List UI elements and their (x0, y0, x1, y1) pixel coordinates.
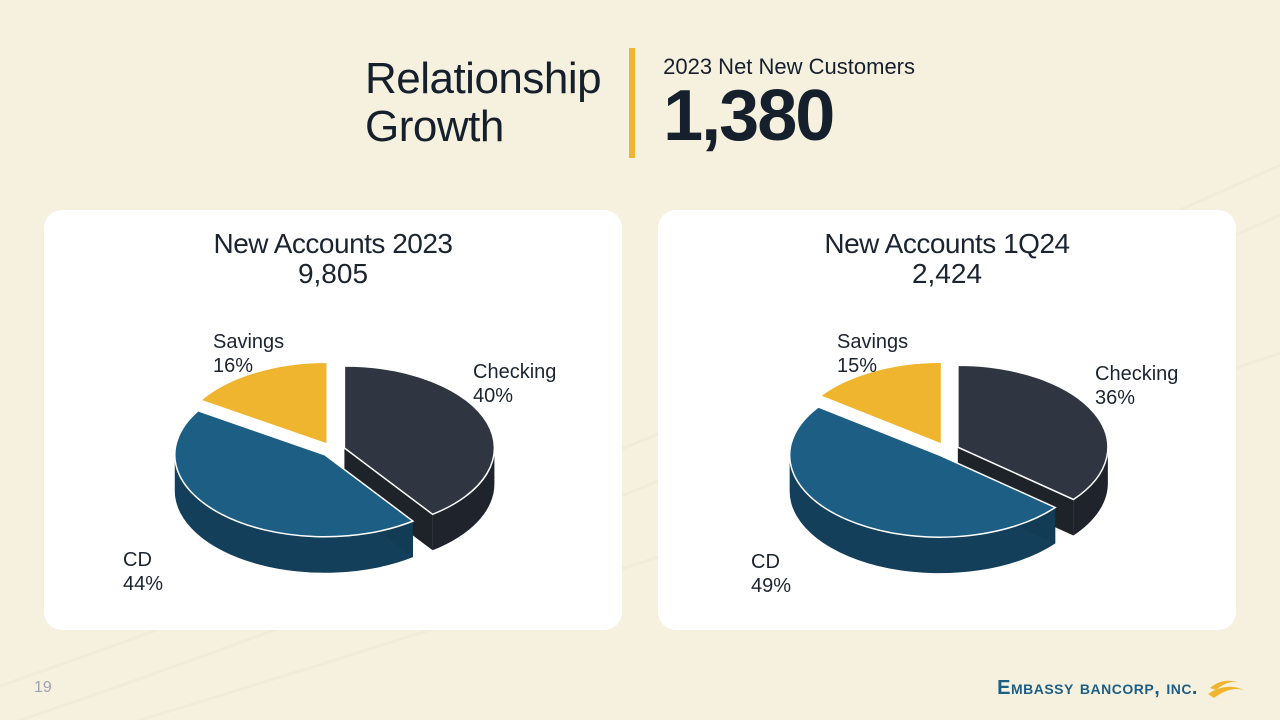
page-number: 19 (34, 679, 52, 697)
title-line-1: Relationship (365, 54, 601, 103)
pie-label-checking: Checking36% (1095, 362, 1178, 410)
pie-label-savings: Savings15% (837, 330, 908, 378)
header: Relationship Growth 2023 Net New Custome… (0, 48, 1280, 158)
brand-text-secondary: bancorp, inc. (1074, 677, 1198, 699)
chart-title-right: New Accounts 1Q24 (682, 228, 1212, 260)
brand-text-primary: Embassy (997, 677, 1074, 699)
headline-metric: 2023 Net New Customers 1,380 (663, 54, 915, 152)
brand-logo: Embassy bancorp, inc. (997, 674, 1246, 702)
chart-card-left: New Accounts 2023 9,805 Checking40% CD44%… (44, 210, 622, 630)
chart-card-right: New Accounts 1Q24 2,424 Checking36% CD49%… (658, 210, 1236, 630)
pie-label-cd: CD49% (751, 550, 791, 598)
slide-title: Relationship Growth (365, 55, 601, 152)
title-line-2: Growth (365, 102, 504, 151)
pie-chart-right: Checking36% CD49% Savings15% (687, 300, 1207, 620)
pie-label-savings: Savings16% (213, 330, 284, 378)
pie-chart-left: Checking40% CD44% Savings16% (73, 300, 593, 620)
chart-total-left: 9,805 (68, 258, 598, 290)
pie-label-checking: Checking40% (473, 360, 556, 408)
brand-text: Embassy bancorp, inc. (997, 677, 1198, 700)
pie-label-cd: CD44% (123, 548, 163, 596)
metric-value: 1,380 (663, 80, 915, 152)
charts-row: New Accounts 2023 9,805 Checking40% CD44%… (44, 210, 1236, 630)
header-divider (629, 48, 635, 158)
chart-total-right: 2,424 (682, 258, 1212, 290)
chart-title-left: New Accounts 2023 (68, 228, 598, 260)
footer: 19 Embassy bancorp, inc. (0, 674, 1280, 702)
brand-swirl-icon (1206, 674, 1246, 702)
